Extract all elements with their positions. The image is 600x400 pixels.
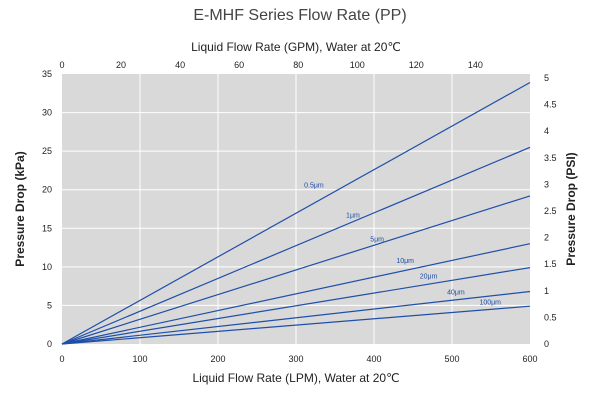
x-tick-label: 600: [522, 354, 537, 364]
y2-tick-label: 4: [544, 126, 549, 136]
series-line-5: [61, 290, 531, 345]
x-tick-label: 200: [210, 354, 225, 364]
series-label-5: 40μm: [447, 290, 465, 297]
series-label-layer: 0.5μm 1μm 5μm 10μm 20μm 40μm 100μm: [304, 182, 501, 306]
y-tick-label: 10: [42, 262, 52, 272]
x-tick-label: 100: [132, 354, 147, 364]
x-tick-label: 0: [59, 354, 64, 364]
y2-tick-label: 5: [544, 73, 549, 83]
series-line-3: [61, 243, 531, 345]
x-axis-ticks: 0 100 200 300 400 500 600: [59, 354, 537, 364]
series-line-6: [61, 305, 531, 345]
y-tick-label: 30: [42, 108, 52, 118]
y2-axis-ticks: 0 0.5 1 1.5 2 2.5 3 3.5 4 4.5 5: [544, 73, 557, 349]
x-tick-label: 400: [366, 354, 381, 364]
y-tick-label: 15: [42, 223, 52, 233]
y2-tick-label: 2: [544, 233, 549, 243]
x-axis-label: Liquid Flow Rate (LPM), Water at 20℃: [192, 371, 399, 385]
x2-tick-label: 80: [293, 60, 303, 70]
y2-tick-label: 4.5: [544, 100, 557, 110]
x2-tick-label: 20: [116, 60, 126, 70]
y-tick-label: 25: [42, 146, 52, 156]
x2-tick-label: 60: [234, 60, 244, 70]
series-label-0: 0.5μm: [304, 182, 324, 189]
x-tick-label: 300: [288, 354, 303, 364]
x2-tick-label: 40: [175, 60, 185, 70]
y-tick-label: 0: [47, 339, 52, 349]
series-label-6: 100μm: [479, 300, 501, 307]
series-line-2: [61, 195, 531, 345]
y-tick-label: 20: [42, 185, 52, 195]
y2-tick-label: 3.5: [544, 153, 557, 163]
y2-tick-label: 0.5: [544, 312, 557, 322]
series-layer: [61, 81, 531, 345]
x2-tick-label: 100: [350, 60, 365, 70]
chart-title: E-MHF Series Flow Rate (PP): [193, 7, 406, 24]
x2-tick-label: 120: [409, 60, 424, 70]
y-tick-label: 5: [47, 300, 52, 310]
y2-axis-label: Pressure Drop (PSI): [564, 152, 578, 265]
series-label-2: 5μm: [370, 236, 384, 243]
x-tick-label: 500: [444, 354, 459, 364]
series-label-1: 1μm: [346, 212, 360, 219]
y2-tick-label: 2.5: [544, 206, 557, 216]
y-tick-label: 35: [42, 69, 52, 79]
series-line-4: [61, 267, 531, 345]
series-line-0: [61, 81, 531, 345]
series-label-3: 10μm: [396, 258, 414, 265]
x2-axis-label: Liquid Flow Rate (GPM), Water at 20℃: [191, 40, 401, 54]
y2-tick-label: 3: [544, 179, 549, 189]
x2-tick-label: 140: [468, 60, 483, 70]
series-line-1: [61, 146, 531, 345]
y2-tick-label: 1.5: [544, 259, 557, 269]
x2-tick-label: 0: [59, 60, 64, 70]
y2-tick-label: 0: [544, 339, 549, 349]
series-label-4: 20μm: [420, 273, 438, 280]
y-axis-label: Pressure Drop (kPa): [13, 151, 27, 266]
grid-layer: [62, 74, 530, 344]
y2-tick-label: 1: [544, 286, 549, 296]
x2-axis-ticks: 0 20 40 60 80 100 120 140: [59, 60, 482, 70]
y-axis-ticks: 0 5 10 15 20 25 30 35: [42, 69, 52, 349]
